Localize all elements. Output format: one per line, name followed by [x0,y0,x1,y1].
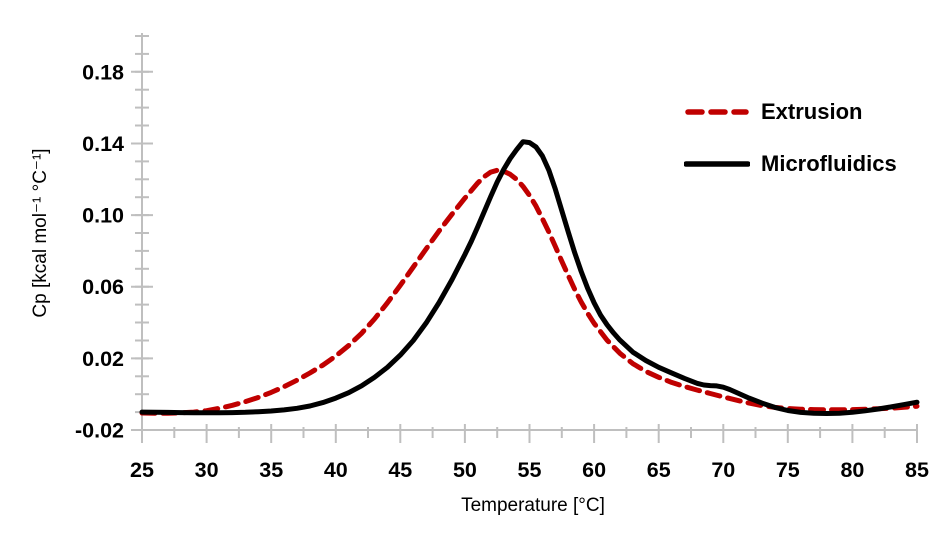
legend: Extrusion Microfluidics [684,94,897,182]
x-tick-label: 45 [388,458,412,482]
microfluidics-curve [139,139,920,416]
legend-label-extrusion: Extrusion [761,99,863,124]
extrusion-dashed-line-swatch [685,109,749,115]
x-tick-label: 55 [518,458,542,482]
microfluidics-solid-line-swatch [684,161,750,167]
x-tick-label: 40 [324,458,348,482]
data-series [139,139,920,416]
axis-lines [141,33,917,431]
legend-label-microfluidics: Microfluidics [761,151,897,176]
x-tick-label: 65 [647,458,671,482]
x-tick-label: 75 [776,458,800,482]
x-tick-label: 50 [453,458,477,482]
x-tick-label: 85 [905,458,929,482]
y-tick-label: 0.02 [82,347,124,371]
y-tick-label: 0.06 [82,275,124,299]
y-tick-label: 0.10 [82,204,124,228]
x-tick-label: 35 [259,458,283,482]
x-tick-label: 70 [711,458,735,482]
y-tick-label: 0.14 [82,132,124,156]
legend-item-microfluidics: Microfluidics [684,146,897,182]
y-tick-label: 0.18 [82,60,124,84]
x-tick-label: 30 [195,458,219,482]
x-axis-title: Temperature [°C] [461,495,605,516]
x-tick-label: 25 [130,458,154,482]
tick-labels: 25 30 35 40 45 50 55 60 65 70 75 80 85 -0.02 0.02 0.06 0… [75,60,929,482]
legend-item-extrusion: Extrusion [684,94,897,130]
x-tick-label: 60 [582,458,606,482]
y-axis-title: Cp [kcal mol⁻¹ °C⁻¹] [30,148,51,317]
extrusion-curve [139,167,920,416]
y-tick-label: -0.02 [75,419,124,443]
x-tick-label: 80 [840,458,864,482]
